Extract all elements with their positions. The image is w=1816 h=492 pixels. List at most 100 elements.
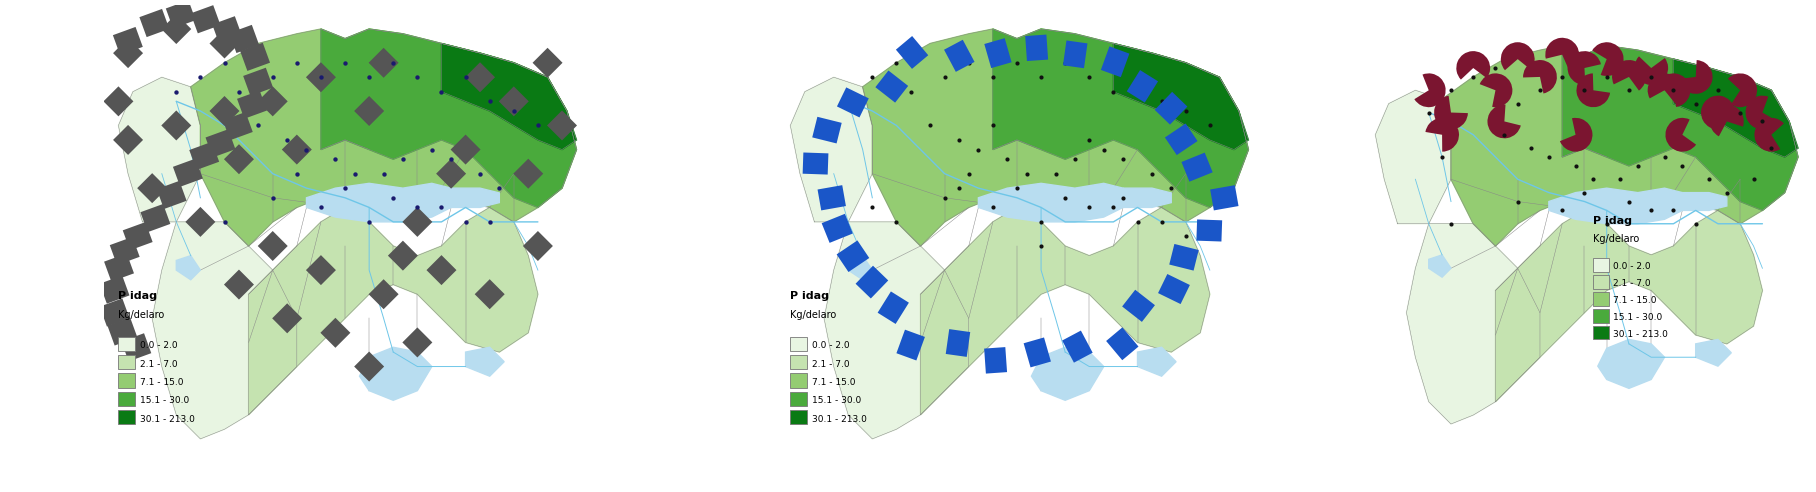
FancyBboxPatch shape xyxy=(354,352,385,381)
Polygon shape xyxy=(118,77,296,439)
Text: 7.1 - 15.0: 7.1 - 15.0 xyxy=(812,378,855,387)
FancyBboxPatch shape xyxy=(465,62,496,92)
Point xyxy=(1122,73,1151,81)
Point xyxy=(1703,86,1732,94)
Wedge shape xyxy=(1426,118,1458,152)
FancyBboxPatch shape xyxy=(1026,34,1048,61)
FancyBboxPatch shape xyxy=(532,48,563,78)
FancyBboxPatch shape xyxy=(191,5,220,33)
Polygon shape xyxy=(1137,347,1177,376)
Text: P idag: P idag xyxy=(1593,216,1633,226)
Point xyxy=(1547,207,1576,215)
Point xyxy=(1660,207,1689,215)
FancyBboxPatch shape xyxy=(1126,70,1159,102)
Bar xyxy=(1593,258,1609,272)
FancyBboxPatch shape xyxy=(109,237,140,265)
FancyBboxPatch shape xyxy=(113,125,143,155)
Point xyxy=(211,59,240,67)
FancyBboxPatch shape xyxy=(1062,40,1088,68)
FancyBboxPatch shape xyxy=(223,270,254,300)
Point xyxy=(1436,220,1466,228)
Polygon shape xyxy=(176,256,200,280)
FancyBboxPatch shape xyxy=(189,142,220,170)
Polygon shape xyxy=(1598,339,1665,388)
Point xyxy=(162,88,191,95)
Point xyxy=(427,88,456,95)
FancyBboxPatch shape xyxy=(320,318,350,348)
FancyBboxPatch shape xyxy=(1024,338,1051,368)
Point xyxy=(1614,86,1643,94)
Polygon shape xyxy=(191,29,576,246)
Point xyxy=(1749,118,1778,125)
Point xyxy=(476,218,505,226)
Bar xyxy=(118,373,136,388)
FancyBboxPatch shape xyxy=(1197,219,1222,242)
Bar xyxy=(118,355,136,369)
FancyBboxPatch shape xyxy=(162,111,191,140)
Point xyxy=(1651,153,1680,161)
Point xyxy=(1075,204,1104,212)
FancyBboxPatch shape xyxy=(209,29,240,59)
Point xyxy=(1436,86,1466,94)
Bar xyxy=(790,337,808,351)
Point xyxy=(331,184,360,192)
Point xyxy=(930,194,959,202)
Point xyxy=(1624,162,1653,170)
Point xyxy=(915,122,944,129)
Point xyxy=(450,73,479,81)
Point xyxy=(1682,220,1711,228)
Point xyxy=(465,170,494,178)
Point xyxy=(1061,155,1090,163)
Point xyxy=(1535,153,1564,161)
Point xyxy=(1002,184,1031,192)
Bar xyxy=(1593,309,1609,323)
Point xyxy=(380,194,409,202)
Wedge shape xyxy=(1647,73,1682,103)
FancyBboxPatch shape xyxy=(165,0,196,29)
Bar xyxy=(118,337,136,351)
Point xyxy=(944,184,973,192)
FancyBboxPatch shape xyxy=(100,298,129,327)
Polygon shape xyxy=(307,184,465,222)
Polygon shape xyxy=(848,256,872,280)
Point xyxy=(1099,204,1128,212)
Point xyxy=(340,170,369,178)
Polygon shape xyxy=(1375,90,1540,424)
FancyBboxPatch shape xyxy=(1155,92,1188,124)
Point xyxy=(1122,218,1151,226)
Point xyxy=(1026,242,1055,250)
FancyBboxPatch shape xyxy=(1170,244,1199,271)
Point xyxy=(331,59,360,67)
Point xyxy=(993,155,1022,163)
Text: 15.1 - 30.0: 15.1 - 30.0 xyxy=(812,396,861,405)
Text: P idag: P idag xyxy=(790,291,830,301)
Point xyxy=(1547,73,1576,81)
Point xyxy=(258,73,287,81)
Wedge shape xyxy=(1727,73,1758,107)
Point xyxy=(403,204,432,212)
FancyBboxPatch shape xyxy=(185,207,216,237)
Polygon shape xyxy=(249,208,538,415)
FancyBboxPatch shape xyxy=(450,135,481,164)
Wedge shape xyxy=(1415,73,1446,107)
FancyBboxPatch shape xyxy=(156,181,187,209)
Bar xyxy=(790,392,808,406)
Polygon shape xyxy=(1549,188,1696,224)
Bar xyxy=(1593,276,1609,289)
FancyBboxPatch shape xyxy=(897,330,924,361)
Text: Kg/delaro: Kg/delaro xyxy=(790,310,837,320)
FancyBboxPatch shape xyxy=(209,96,240,126)
Point xyxy=(1051,59,1081,67)
FancyBboxPatch shape xyxy=(403,328,432,357)
Point xyxy=(1171,107,1200,115)
Polygon shape xyxy=(863,29,1248,246)
Point xyxy=(281,170,311,178)
FancyBboxPatch shape xyxy=(1159,274,1189,304)
Point xyxy=(354,73,383,81)
FancyBboxPatch shape xyxy=(369,279,400,309)
Point xyxy=(883,59,912,67)
Point xyxy=(225,88,254,95)
FancyBboxPatch shape xyxy=(107,317,138,345)
Text: 30.1 - 213.0: 30.1 - 213.0 xyxy=(1613,330,1669,339)
Polygon shape xyxy=(1682,192,1727,211)
